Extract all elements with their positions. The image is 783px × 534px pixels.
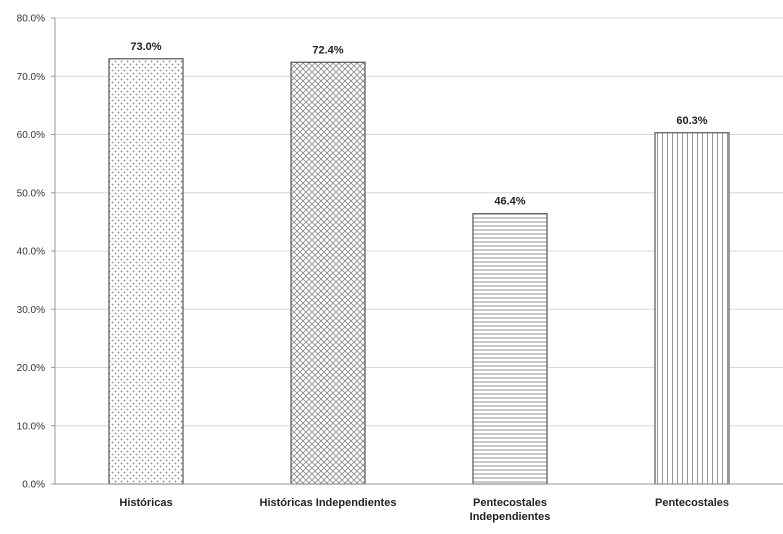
bar xyxy=(290,61,366,485)
x-category-label: Independientes xyxy=(470,511,551,523)
y-tick-label: 60.0% xyxy=(17,130,45,141)
bars xyxy=(108,58,730,485)
y-tick-label: 50.0% xyxy=(17,188,45,199)
y-tick-label: 30.0% xyxy=(17,305,45,316)
data-labels: 73.0% 72.4% 46.4% 60.3% xyxy=(130,41,707,208)
y-tick-label: 40.0% xyxy=(17,247,45,258)
bar-value-label: 60.3% xyxy=(676,115,707,127)
y-tick-label: 0.0% xyxy=(22,480,45,491)
y-tick-label: 70.0% xyxy=(17,72,45,83)
y-axis-tick-labels: 0.0% 10.0% 20.0% 30.0% 40.0% 50.0% 60.0% 70.0% 8… xyxy=(17,14,55,491)
bar xyxy=(108,58,184,485)
y-tick-label: 80.0% xyxy=(17,14,45,25)
x-category-label: Históricas xyxy=(119,497,172,509)
bar xyxy=(654,132,730,485)
bar-value-label: 72.4% xyxy=(312,44,343,56)
y-tick-label: 10.0% xyxy=(17,421,45,432)
bar-value-label: 46.4% xyxy=(494,196,525,208)
x-axis-category-labels: Históricas Históricas Independientes Pente… xyxy=(119,497,729,523)
x-category-label: Pentecostales xyxy=(655,497,729,509)
bar xyxy=(472,213,548,485)
x-category-label: Históricas Independientes xyxy=(260,497,397,509)
y-tick-label: 20.0% xyxy=(17,363,45,374)
bar-value-label: 73.0% xyxy=(130,41,161,53)
x-category-label: Pentecostales xyxy=(473,497,547,509)
